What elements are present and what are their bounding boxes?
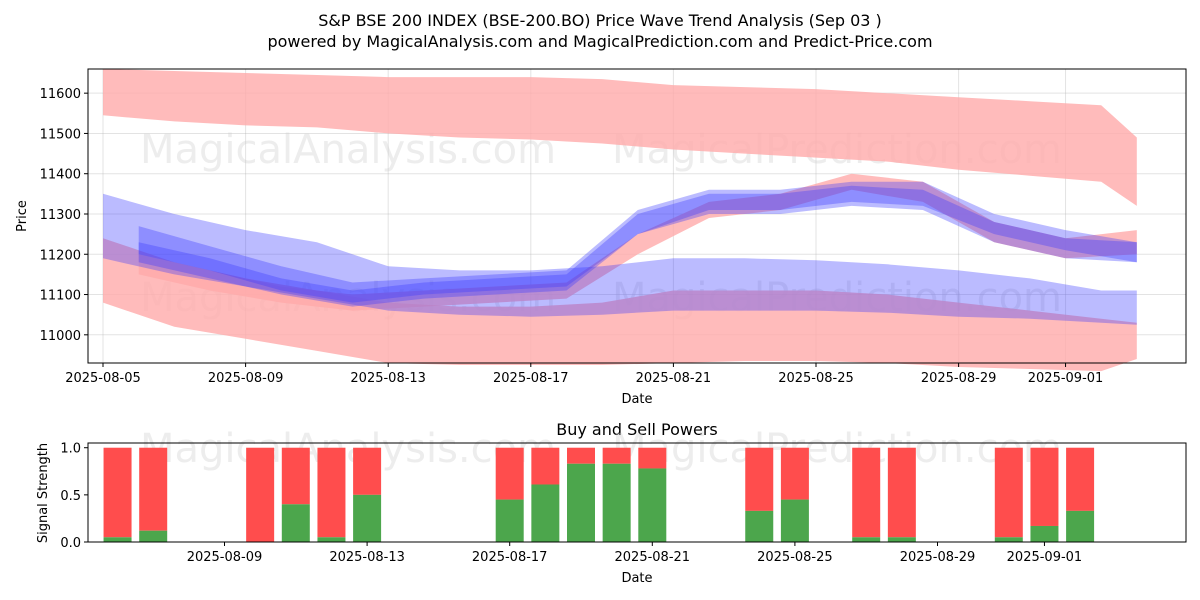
sell-bar-3 [281, 447, 310, 505]
sell-bar-15 [994, 447, 1023, 538]
sell-bar-17 [1066, 447, 1095, 511]
buy-bar-14 [887, 537, 916, 542]
price-y-tick-label-6: 11600 [40, 87, 81, 102]
sell-bar-12 [780, 447, 809, 500]
price-x-tick-label-2: 2025-08-13 [350, 371, 426, 386]
sell-bar-14 [887, 447, 916, 538]
signal-x-tick-label-6: 2025-09-01 [1007, 550, 1083, 565]
signal-chart-title: Buy and Sell Powers [556, 420, 718, 439]
signal-plot-frame [87, 442, 1187, 543]
blue-wave-band-3 [103, 193, 1137, 325]
buy-bar-10 [638, 468, 667, 542]
signal-x-tick-label-2: 2025-08-17 [472, 550, 548, 565]
sell-bar-8 [567, 447, 595, 464]
signal-y-tick-label-2: 1.0 [60, 442, 81, 457]
signal-x-axis: 2025-08-09 2025-08-13 2025-08-17 2025-08-21… [187, 542, 1083, 565]
signal-x-axis-label: Date [621, 571, 652, 586]
signal-x-tick-label-0: 2025-08-09 [187, 550, 263, 565]
price-x-tick-label-3: 2025-08-17 [493, 371, 569, 386]
price-x-tick-label-5: 2025-08-25 [778, 371, 854, 386]
price-bands [103, 69, 1137, 372]
sell-bar-7 [531, 447, 560, 485]
price-x-tick-label-4: 2025-08-21 [636, 371, 712, 386]
price-x-axis-label: Date [621, 392, 652, 407]
signal-x-tick-label-4: 2025-08-25 [757, 550, 833, 565]
price-x-axis: 2025-08-05 2025-08-09 2025-08-13 2025-08-17… [65, 363, 1103, 386]
price-y-tick-label-0: 11000 [40, 329, 81, 344]
sell-bar-13 [852, 447, 881, 538]
buy-bar-9 [602, 463, 631, 542]
buy-bar-11 [745, 510, 774, 542]
signal-bars [103, 447, 1095, 542]
signal-x-tick-label-3: 2025-08-21 [615, 550, 691, 565]
buy-bar-1 [139, 530, 168, 542]
buy-bar-0 [103, 537, 132, 542]
sell-bar-16 [1030, 447, 1059, 526]
price-y-axis-label: Price [15, 200, 30, 232]
buy-bar-17 [1066, 510, 1095, 542]
sell-bar-1 [139, 447, 168, 531]
price-y-tick-label-4: 11400 [40, 168, 81, 183]
buy-bar-15 [994, 537, 1023, 542]
signal-y-axis-label: Signal Strength [36, 443, 51, 543]
sell-bar-5 [353, 447, 382, 495]
signal-panel: Buy and Sell Powers MagicalAnalysis.com … [36, 420, 1187, 586]
sell-bar-4 [317, 447, 346, 538]
price-x-tick-label-1: 2025-08-09 [208, 371, 284, 386]
buy-bar-5 [353, 494, 382, 542]
sell-bar-11 [745, 447, 774, 511]
chart-title-line2: powered by MagicalAnalysis.com and Magic… [267, 32, 932, 51]
buy-bar-12 [780, 499, 809, 542]
price-panel: MagicalAnalysis.com MagicalPrediction.co… [15, 68, 1187, 407]
buy-bar-8 [567, 463, 595, 542]
signal-x-tick-label-1: 2025-08-13 [329, 550, 405, 565]
signal-x-tick-label-5: 2025-08-29 [900, 550, 976, 565]
price-y-tick-label-2: 11200 [40, 248, 81, 263]
sell-bar-9 [602, 447, 631, 464]
signal-watermark-2: MagicalPrediction.com [612, 426, 1062, 472]
sell-bar-2 [246, 447, 275, 542]
sell-bar-6 [495, 447, 524, 500]
price-y-tick-label-1: 11100 [40, 289, 81, 304]
price-plot-frame [87, 68, 1187, 364]
signal-y-tick-label-1: 0.5 [60, 489, 81, 504]
buy-bar-7 [531, 484, 560, 542]
sell-bar-0 [103, 447, 132, 538]
price-y-axis: 11000 11100 11200 11300 11400 11500 11600 [40, 87, 88, 344]
signal-y-tick-label-0: 0.0 [60, 536, 81, 551]
buy-bar-6 [495, 499, 524, 542]
price-x-tick-label-7: 2025-09-01 [1028, 371, 1104, 386]
sell-bar-10 [638, 447, 667, 469]
signal-y-axis: 0.0 0.5 1.0 [60, 442, 88, 551]
buy-bar-4 [317, 537, 346, 542]
signal-watermark-1: MagicalAnalysis.com [140, 426, 556, 472]
red-wave-band-0 [103, 69, 1137, 206]
buy-bar-3 [281, 504, 310, 542]
buy-bar-16 [1030, 525, 1059, 542]
buy-bar-13 [852, 537, 881, 542]
price-x-tick-label-0: 2025-08-05 [65, 371, 141, 386]
price-y-tick-label-5: 11500 [40, 127, 81, 142]
red-wave-band-1 [103, 238, 1137, 372]
price-x-tick-label-6: 2025-08-29 [921, 371, 997, 386]
red-wave-band-2 [138, 173, 1137, 311]
chart-title-line1: S&P BSE 200 INDEX (BSE-200.BO) Price Wav… [318, 11, 882, 30]
price-y-tick-label-3: 11300 [40, 208, 81, 223]
